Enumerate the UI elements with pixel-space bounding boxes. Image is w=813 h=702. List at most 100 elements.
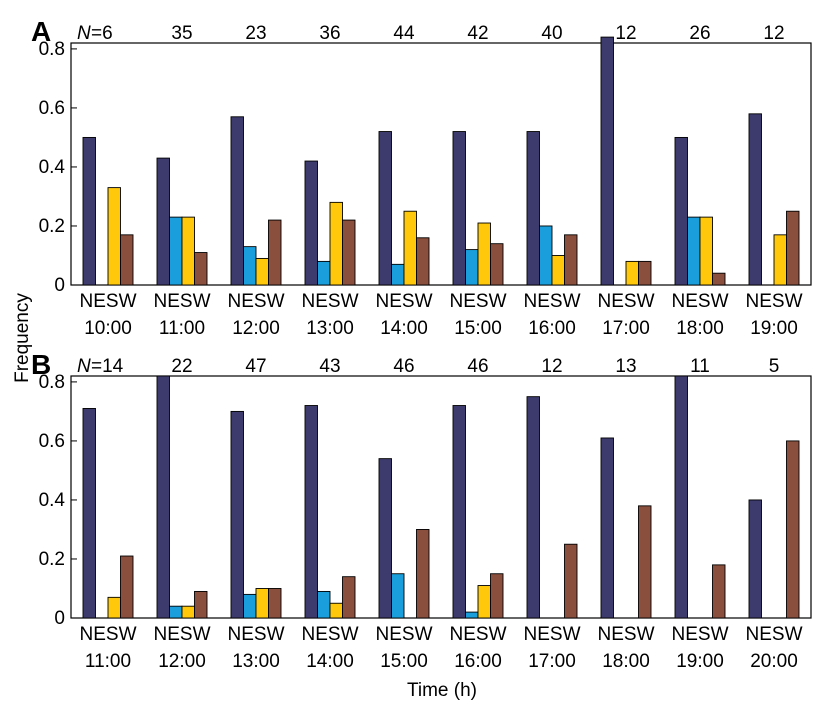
sample-count: 26	[689, 23, 710, 44]
bar-e-1400	[391, 263, 405, 286]
bar-n-2000	[748, 499, 762, 619]
bar-w-1200	[194, 590, 208, 619]
bar-w-1600	[490, 573, 504, 619]
bar-w-1500	[416, 529, 430, 619]
time-tick-label: 16:00	[454, 651, 502, 672]
bar-n-1900	[748, 113, 762, 286]
direction-label: NESW	[154, 291, 211, 312]
bar-w-1900	[712, 564, 726, 619]
bar-n-1200	[230, 116, 244, 286]
sample-count: 43	[319, 356, 340, 377]
direction-label: NESW	[672, 291, 729, 312]
direction-label: NESW	[228, 291, 285, 312]
direction-label: NESW	[450, 291, 507, 312]
bar-w-1700	[638, 260, 652, 286]
y-tick-label: 0.4	[39, 157, 66, 178]
direction-label: NESW	[598, 624, 655, 645]
time-tick-label: 11:00	[85, 651, 131, 672]
bar-e-1200	[243, 246, 257, 286]
n-prefix: N	[77, 356, 91, 377]
y-tick-label: 0.6	[39, 431, 65, 452]
bar-s-1000	[107, 187, 121, 286]
y-axis-label: Frequency	[12, 293, 33, 383]
x-axis-label: Time (h)	[407, 680, 477, 701]
bar-s-1400	[329, 602, 343, 619]
bar-w-1100	[120, 555, 134, 619]
sample-count: 13	[615, 356, 636, 377]
bar-s-1400	[403, 210, 417, 286]
bar-s-1200	[181, 605, 195, 619]
direction-label: NESW	[376, 624, 433, 645]
sample-count: 11	[690, 356, 710, 377]
bar-e-1300	[243, 593, 257, 619]
bar-s-1300	[255, 588, 269, 619]
bar-n-1300	[230, 410, 244, 619]
bar-n-1700	[526, 396, 540, 619]
bar-e-1600	[465, 611, 479, 619]
time-tick-label: 13:00	[306, 318, 354, 339]
bar-w-1300	[268, 588, 282, 619]
time-tick-label: 16:00	[528, 318, 576, 339]
bar-s-1600	[477, 585, 491, 619]
direction-label: NESW	[80, 624, 137, 645]
bar-w-1400	[416, 237, 430, 286]
bar-n-1300	[304, 160, 318, 286]
y-tick-label: 0.2	[39, 216, 65, 237]
bar-n-1800	[674, 136, 688, 286]
time-tick-label: 17:00	[528, 651, 576, 672]
panel-b: 0 0.2 0.4 0.6 0.8B N =14 NESW 11:00 22 NESW 12:00 47…	[31, 349, 812, 672]
sample-count: 35	[171, 23, 192, 44]
bar-e-1300	[317, 260, 331, 286]
bar-e-1400	[317, 590, 331, 619]
direction-label: NESW	[302, 624, 359, 645]
y-tick-label: 0	[54, 275, 65, 296]
sample-count: 22	[171, 356, 192, 377]
bar-n-1400	[378, 131, 392, 286]
bar-n-1200	[156, 375, 170, 619]
panel-a: 0 0.2 0.4 0.6 0.8A N =6 NESW 10:00 35 NESW 11:00 23 N…	[31, 16, 812, 339]
sample-count: 12	[541, 356, 562, 377]
panel-letter: A	[31, 16, 51, 47]
direction-label: NESW	[524, 624, 581, 645]
direction-label: NESW	[80, 291, 137, 312]
direction-label: NESW	[376, 291, 433, 312]
time-tick-label: 14:00	[380, 318, 428, 339]
bar-s-1900	[773, 234, 787, 286]
y-tick-label: 0.8	[39, 372, 65, 393]
bar-n-1100	[156, 157, 170, 286]
y-tick-label: 0.4	[39, 490, 66, 511]
bar-n-1800	[600, 437, 614, 619]
bar-e-1200	[169, 605, 183, 619]
direction-label: NESW	[450, 624, 507, 645]
bar-w-2000	[786, 440, 800, 619]
time-tick-label: 12:00	[158, 651, 206, 672]
time-tick-label: 15:00	[454, 318, 502, 339]
bar-e-1500	[391, 573, 405, 619]
bar-w-1100	[194, 252, 208, 286]
time-tick-label: 15:00	[380, 651, 428, 672]
bar-w-1000	[120, 234, 134, 286]
sample-count: 44	[393, 23, 415, 44]
bar-n-1500	[452, 131, 466, 286]
time-tick-label: 18:00	[602, 651, 650, 672]
bar-w-1200	[268, 219, 282, 286]
y-tick-label: 0	[54, 608, 65, 629]
bar-n-1700	[600, 36, 614, 286]
bar-s-1300	[329, 201, 343, 286]
bar-n-1500	[378, 458, 392, 619]
sample-count: 5	[769, 356, 780, 377]
bar-e-1100	[169, 216, 183, 286]
bar-s-1700	[625, 260, 639, 286]
time-tick-label: 11:00	[159, 318, 205, 339]
time-tick-label: 17:00	[602, 318, 650, 339]
time-tick-label: 10:00	[84, 318, 132, 339]
y-tick-label: 0.2	[39, 549, 65, 570]
sample-count: 23	[245, 23, 266, 44]
bar-n-1400	[304, 405, 318, 619]
direction-label: NESW	[672, 624, 729, 645]
bar-s-1200	[255, 257, 269, 286]
plot-frame	[70, 375, 812, 619]
time-tick-label: 19:00	[750, 318, 798, 339]
bar-n-1100	[82, 408, 96, 619]
